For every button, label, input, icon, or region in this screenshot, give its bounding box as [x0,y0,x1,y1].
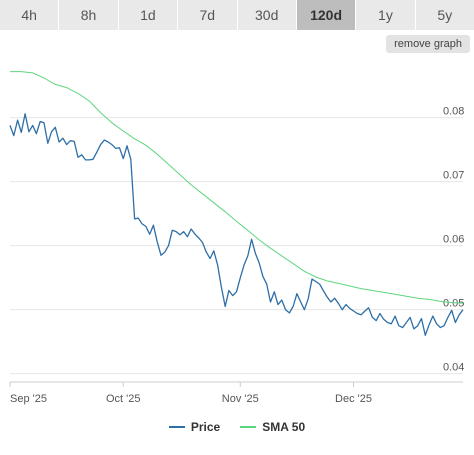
price-chart: 0.08 0.07 0.06 0.05 0.04 Sep '25 Oct '25 Nov '2… [9,71,464,405]
tab-1d[interactable]: 1d [118,0,179,30]
x-tick-label: Oct '25 [106,393,141,405]
remove-graph-button[interactable]: remove graph [386,35,470,53]
legend-label-price: Price [190,420,221,434]
tab-7d[interactable]: 7d [178,0,238,30]
legend-label-sma: SMA 50 [262,420,306,434]
price-series-line [9,113,464,336]
y-tick-label: 0.07 [443,170,464,182]
y-tick-label: 0.05 [443,298,464,310]
tab-1y[interactable]: 1y [356,0,416,30]
x-tick-label: Nov '25 [222,393,259,405]
y-tick-label: 0.04 [443,362,464,374]
tab-8h[interactable]: 8h [59,0,119,30]
y-tick-label: 0.08 [443,106,464,118]
chart-legend: Price SMA 50 [0,420,474,434]
tab-5y[interactable]: 5y [415,0,474,30]
tab-30d[interactable]: 30d [237,0,297,30]
legend-swatch-sma [240,426,257,428]
tab-120d[interactable]: 120d [296,0,357,30]
x-tick-label: Sep '25 [10,393,47,405]
legend-item-sma[interactable]: SMA 50 [240,420,305,434]
timeframe-tabs: 4h 8h 1d 7d 30d 120d 1y 5y [0,0,474,30]
x-tick-label: Dec '25 [335,393,372,405]
sma-series-line [10,71,464,304]
tab-4h[interactable]: 4h [0,0,60,30]
legend-swatch-price [168,426,185,428]
y-tick-label: 0.06 [443,234,464,246]
legend-item-price[interactable]: Price [168,420,221,434]
